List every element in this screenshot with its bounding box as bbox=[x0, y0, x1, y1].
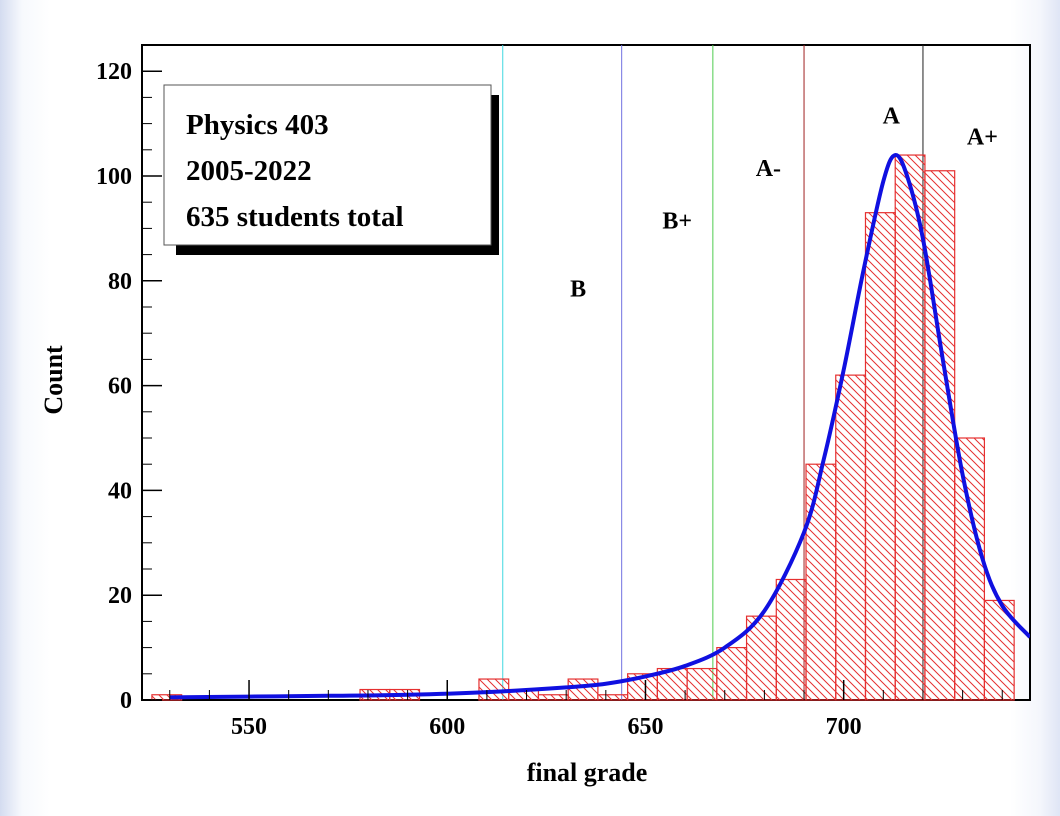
y-axis-title: Count bbox=[39, 345, 68, 415]
histogram-bar bbox=[597, 694, 629, 701]
histogram-bar bbox=[567, 678, 599, 701]
grade-label: B bbox=[570, 277, 586, 303]
grade-label: B+ bbox=[662, 208, 692, 234]
histogram-bar bbox=[716, 646, 748, 701]
info-line-course: Physics 403 bbox=[186, 109, 329, 141]
info-line-years: 2005-2022 bbox=[186, 155, 312, 187]
x-tick-label: 600 bbox=[429, 714, 465, 740]
histogram-bar bbox=[686, 667, 718, 701]
fit-curve-group bbox=[169, 153, 1030, 700]
histogram-bar bbox=[537, 694, 569, 701]
histogram-bar bbox=[775, 578, 807, 701]
x-tick-label: 700 bbox=[826, 714, 862, 740]
histogram-bar bbox=[835, 374, 867, 701]
x-axis-title: final grade bbox=[527, 758, 648, 787]
histogram-bar bbox=[745, 615, 777, 701]
grade-label: A bbox=[883, 104, 901, 130]
y-tick-label: 100 bbox=[96, 164, 132, 190]
y-tick-label: 120 bbox=[96, 59, 132, 85]
histogram-bar bbox=[864, 212, 896, 701]
y-tick-label: 40 bbox=[108, 478, 132, 504]
histogram-bar bbox=[954, 437, 986, 701]
info-box: Physics 403 2005-2022 635 students total bbox=[163, 84, 499, 255]
grade-label: A+ bbox=[967, 125, 998, 151]
info-box-panel bbox=[163, 84, 492, 246]
histogram-bar bbox=[894, 154, 926, 701]
info-line-total: 635 students total bbox=[186, 201, 404, 233]
y-tick-label: 60 bbox=[108, 374, 132, 400]
x-tick-label: 650 bbox=[627, 714, 663, 740]
grade-labels: B B+ A- A A+ bbox=[570, 104, 998, 303]
axes: 0 20 40 60 80 100 120 550 600 650 700 bbox=[96, 59, 1003, 740]
grade-label: A- bbox=[756, 156, 781, 182]
histogram-bar bbox=[805, 463, 837, 701]
x-tick-label: 550 bbox=[231, 714, 267, 740]
y-tick-label: 20 bbox=[108, 583, 132, 609]
fit-curve bbox=[169, 153, 1030, 700]
y-tick-label: 0 bbox=[120, 688, 132, 714]
y-tick-label: 80 bbox=[108, 269, 132, 295]
histogram-bar bbox=[924, 170, 956, 701]
